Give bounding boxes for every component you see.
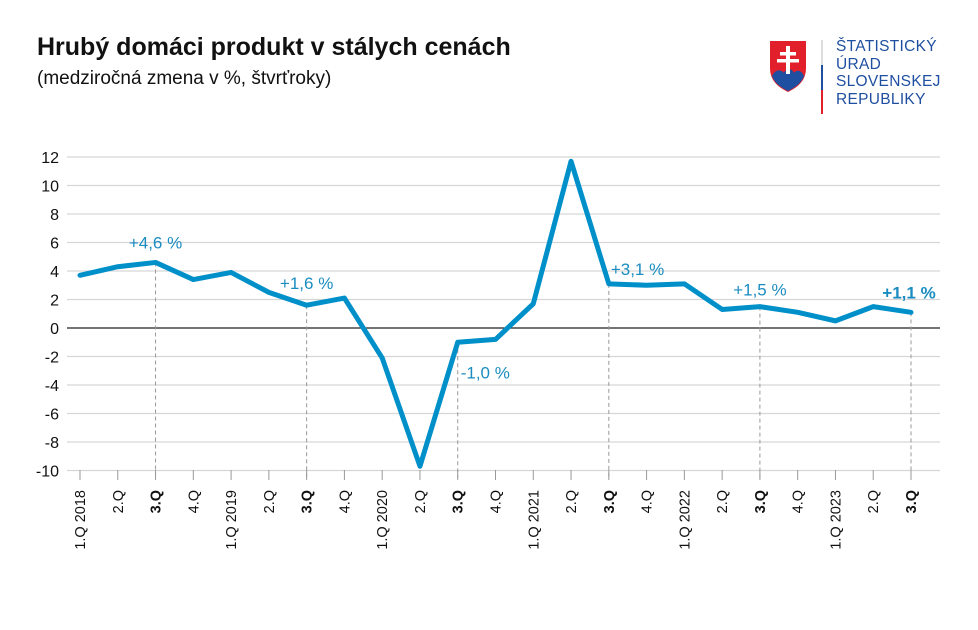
y-tick-label: 4 [50,264,59,281]
x-tick-label: 3.Q [451,490,467,513]
y-tick-label: -10 [36,464,59,481]
y-tick-label: 6 [50,236,59,253]
x-tick-label: 3.Q [149,490,165,513]
x-tick-label: 3.Q [300,490,316,513]
y-tick-label: 12 [41,150,59,167]
data-label: +1,5 % [733,281,786,300]
y-tick-label: 10 [41,179,59,196]
y-tick-label: -8 [45,435,59,452]
x-tick-label: 4.Q [186,490,202,513]
x-tick-label: 1.Q 2018 [73,490,89,550]
data-label: +1,1 % [882,283,935,302]
x-tick-label: 2.Q [715,490,731,513]
x-tick-label: 1.Q 2023 [828,490,844,550]
y-tick-label: -2 [45,350,59,367]
x-tick-label: 4.Q [791,490,807,513]
x-tick-label: 1.Q 2022 [677,490,693,550]
x-tick-label: 2.Q [866,490,882,513]
chart-title: Hrubý domáci produkt v stálych cenách [37,33,511,61]
y-tick-label: -6 [45,407,59,424]
logo-line: SLOVENSKEJ [836,73,941,90]
data-label: +1,6 % [280,274,333,293]
x-tick-label: 1.Q 2019 [224,490,240,550]
x-tick-label: 1.Q 2021 [526,490,542,550]
x-tick-label: 4.Q [640,490,656,513]
logo-line: ŠTATISTICKÝ [836,38,937,55]
x-tick-label: 3.Q [753,490,769,513]
statistical-office-logo [770,40,823,114]
x-tick-label: 2.Q [564,490,580,513]
x-tick-label: 3.Q [602,490,618,513]
data-label: -1,0 % [461,363,510,382]
x-tick-label: 2.Q [413,490,429,513]
x-tick-label: 3.Q [904,490,920,513]
chart-subtitle: (medziročná zmena v %, štvrťroky) [37,68,332,89]
x-tick-label: 1.Q 2020 [375,490,391,550]
x-tick-label: 2.Q [111,490,127,513]
data-label: +3,1 % [611,260,664,279]
x-tick-label: 2.Q [262,490,278,513]
x-tick-label: 4.Q [489,490,505,513]
logo-text: ŠTATISTICKÝ ÚRAD SLOVENSKEJ REPUBLIKY [836,38,941,108]
y-tick-label: 0 [50,321,59,338]
x-tick-label: 4.Q [337,490,353,513]
logo-line: ÚRAD [836,55,882,73]
gdp-series-line [77,158,914,469]
data-label: +4,6 % [129,233,182,252]
y-tick-label: 2 [50,293,59,310]
y-tick-label: -4 [45,378,59,395]
y-tick-label: 8 [50,207,59,224]
logo-line: REPUBLIKY [836,90,926,108]
